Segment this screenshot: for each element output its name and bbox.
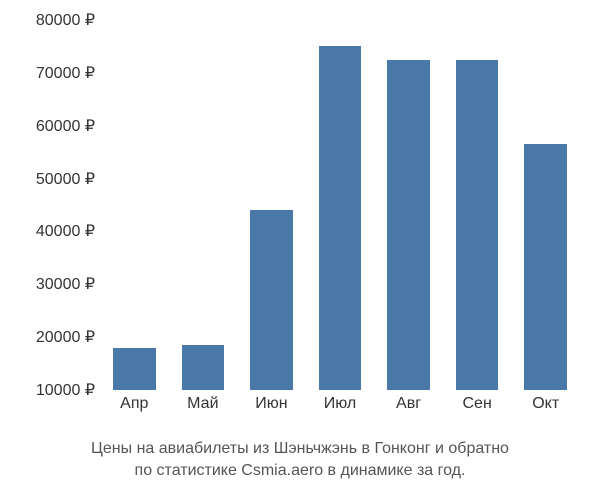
x-tick-label: Авг (396, 395, 421, 413)
y-tick-label: 40000 ₽ (36, 221, 95, 241)
bar (319, 46, 362, 390)
x-tick-label: Июн (255, 395, 287, 413)
y-tick-label: 80000 ₽ (36, 10, 95, 30)
bar (456, 60, 499, 390)
price-chart: 10000 ₽ 20000 ₽ 30000 ₽ 40000 ₽ 50000 ₽ 60000… (0, 0, 600, 500)
y-tick-label: 30000 ₽ (36, 274, 95, 294)
caption-line1: Цены на авиабилеты из Шэньчжэнь в Гонкон… (0, 438, 600, 460)
y-tick-label: 20000 ₽ (36, 327, 95, 347)
bar (387, 60, 430, 390)
y-tick-label: 50000 ₽ (36, 169, 95, 189)
y-tick-label: 70000 ₽ (36, 63, 95, 83)
bar (250, 210, 293, 390)
y-tick-label: 60000 ₽ (36, 116, 95, 136)
x-tick-label: Сен (462, 395, 491, 413)
y-tick-label: 10000 ₽ (36, 380, 95, 400)
plot-area (100, 20, 580, 390)
y-axis: 10000 ₽20000 ₽30000 ₽40000 ₽50000 ₽60000… (0, 20, 95, 390)
caption-line2: по статистике Csmia.aero в динамике за г… (0, 460, 600, 482)
x-tick-label: Май (187, 395, 218, 413)
bar (113, 348, 156, 390)
bar (524, 144, 567, 390)
x-tick-label: Апр (120, 395, 148, 413)
x-tick-label: Июл (324, 395, 356, 413)
x-tick-label: Окт (532, 395, 559, 413)
bar (182, 345, 225, 390)
x-axis: Апр Май Июн Июл Авг Сен Окт (100, 395, 580, 420)
